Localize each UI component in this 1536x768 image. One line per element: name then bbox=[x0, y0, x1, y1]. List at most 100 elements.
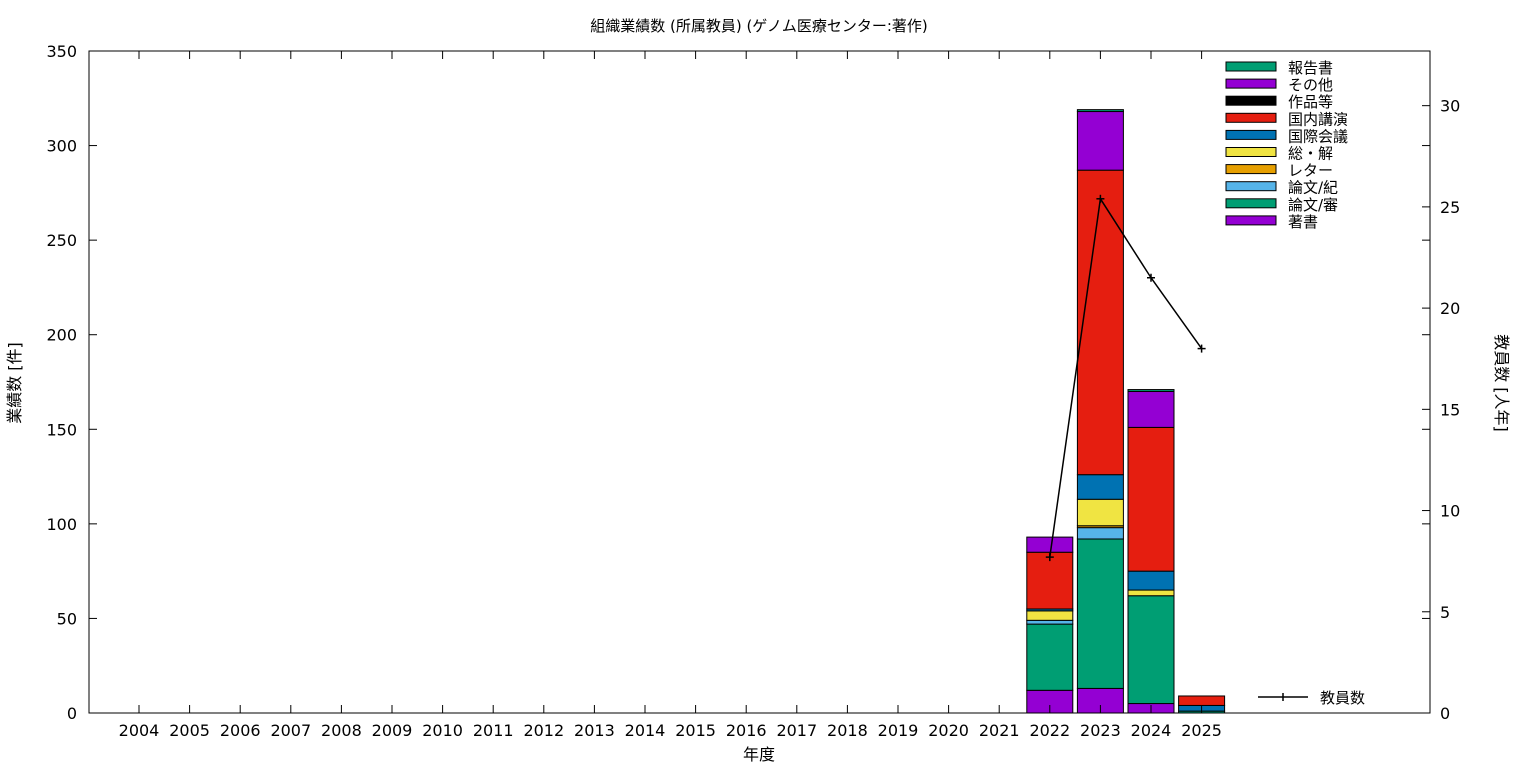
legend-swatch bbox=[1225, 147, 1277, 157]
line-series bbox=[1049, 196, 1203, 558]
legend-item: レター bbox=[1225, 162, 1333, 180]
bar-segment bbox=[1076, 538, 1124, 689]
legend-item: 報告書 bbox=[1225, 59, 1333, 77]
y-tick-label: 250 bbox=[46, 231, 77, 250]
legend-item: 総・解 bbox=[1225, 145, 1333, 163]
line-point bbox=[1045, 553, 1054, 562]
y-tick-label: 0 bbox=[67, 704, 77, 723]
y2-tick-label: 10 bbox=[1440, 502, 1460, 521]
x-tick-label: 2014 bbox=[625, 721, 666, 740]
legend-item: 論文/審 bbox=[1225, 196, 1338, 214]
bar-segment bbox=[1076, 111, 1124, 171]
x-tick-label: 2015 bbox=[675, 721, 716, 740]
plot-frame bbox=[88, 50, 1431, 714]
legend-item-line: 教員数 bbox=[1258, 689, 1365, 707]
chart-title: 組織業績数 (所属教員) (ゲノム医療センター:著作) bbox=[590, 17, 928, 35]
bar-segment bbox=[1026, 551, 1074, 610]
line-point bbox=[1197, 344, 1206, 353]
x-tick-label: 2009 bbox=[372, 721, 413, 740]
legend-label: 国際会議 bbox=[1288, 127, 1348, 145]
y-tick-label: 150 bbox=[46, 420, 77, 439]
legend-label: レター bbox=[1288, 162, 1333, 180]
y2-tick-label: 25 bbox=[1440, 198, 1460, 217]
legend-item: 国際会議 bbox=[1225, 127, 1348, 145]
bar-segment bbox=[1127, 570, 1175, 591]
x-tick-label: 2011 bbox=[473, 721, 514, 740]
x-tick-label: 2018 bbox=[827, 721, 868, 740]
bar-segment bbox=[1076, 527, 1124, 540]
legend-item: 著書 bbox=[1225, 213, 1318, 231]
x-tick-label: 2006 bbox=[220, 721, 261, 740]
legend-label: 論文/紀 bbox=[1288, 179, 1338, 197]
bar-segment bbox=[1127, 389, 1175, 392]
legend-swatch bbox=[1225, 95, 1277, 106]
legend-swatch bbox=[1225, 215, 1277, 226]
legend-label: 作品等 bbox=[1288, 93, 1333, 111]
bar-segment bbox=[1026, 619, 1074, 625]
x-tick-label: 2016 bbox=[726, 721, 767, 740]
bar-segment bbox=[1026, 536, 1074, 553]
bar-segment bbox=[1127, 589, 1175, 597]
y-tick-label: 100 bbox=[46, 515, 77, 534]
legend-label: 著書 bbox=[1288, 213, 1318, 231]
legend-label: その他 bbox=[1288, 76, 1333, 94]
x-tick-label: 2022 bbox=[1029, 721, 1070, 740]
x-tick-label: 2013 bbox=[574, 721, 615, 740]
x-tick-label: 2020 bbox=[928, 721, 969, 740]
x-tick-label: 2012 bbox=[523, 721, 564, 740]
bar-segment bbox=[1026, 623, 1074, 691]
legend-swatch bbox=[1225, 78, 1277, 89]
legend-swatch bbox=[1225, 129, 1277, 140]
legend-item: 作品等 bbox=[1225, 93, 1333, 111]
y2-tick-label: 5 bbox=[1440, 603, 1450, 622]
x-tick-label: 2008 bbox=[321, 721, 362, 740]
legend-label: 総・解 bbox=[1288, 145, 1333, 163]
bar-segment bbox=[1127, 390, 1175, 428]
x-tick-label: 2007 bbox=[270, 721, 311, 740]
bar-segment bbox=[1127, 426, 1175, 572]
line-point bbox=[1147, 273, 1155, 282]
bar-segment bbox=[1076, 498, 1124, 527]
bar-segment bbox=[1026, 610, 1074, 621]
legend-label: 論文/審 bbox=[1288, 196, 1338, 214]
legend-swatch bbox=[1225, 61, 1277, 72]
line-layer bbox=[1045, 194, 1206, 562]
x-tick-label: 2024 bbox=[1131, 721, 1172, 740]
x-tick-label: 2010 bbox=[422, 721, 463, 740]
x-tick-label: 2005 bbox=[169, 721, 210, 740]
legend-label: 報告書 bbox=[1288, 59, 1333, 77]
bar-layer bbox=[1026, 109, 1226, 714]
line-point bbox=[1096, 194, 1105, 203]
legend-item: 論文/紀 bbox=[1225, 179, 1338, 197]
legend-label: 国内講演 bbox=[1288, 110, 1348, 128]
legend-swatch bbox=[1225, 112, 1277, 123]
y2-tick-label: 20 bbox=[1440, 299, 1460, 318]
bar-segment bbox=[1127, 595, 1175, 705]
legend-label: 教員数 bbox=[1320, 689, 1365, 707]
y-tick-label: 200 bbox=[46, 326, 77, 345]
bar-segment bbox=[1076, 474, 1124, 500]
bar-segment bbox=[1178, 695, 1226, 706]
x-tick-label: 2025 bbox=[1181, 721, 1222, 740]
legend-item: 国内講演 bbox=[1225, 110, 1348, 128]
y2-tick-label: 0 bbox=[1440, 704, 1450, 723]
legend-swatch bbox=[1225, 164, 1277, 175]
x-tick-label: 2019 bbox=[878, 721, 919, 740]
y-tick-label: 300 bbox=[46, 137, 77, 156]
y2-axis-label: 教員数 [人年] bbox=[1492, 334, 1511, 432]
x-axis-label: 年度 bbox=[743, 745, 775, 764]
x-tick-label: 2021 bbox=[979, 721, 1020, 740]
x-tick-label: 2004 bbox=[119, 721, 160, 740]
x-tick-label: 2017 bbox=[776, 721, 817, 740]
legend-swatch bbox=[1225, 198, 1277, 209]
y-tick-label: 50 bbox=[57, 609, 77, 628]
y2-tick-label: 15 bbox=[1440, 400, 1460, 419]
legend-swatch bbox=[1225, 181, 1277, 192]
y2-tick-label: 30 bbox=[1440, 97, 1460, 116]
y-axis-label: 業績数 [件] bbox=[5, 342, 24, 424]
bar-segment bbox=[1076, 109, 1124, 113]
y-tick-label: 350 bbox=[46, 42, 77, 61]
